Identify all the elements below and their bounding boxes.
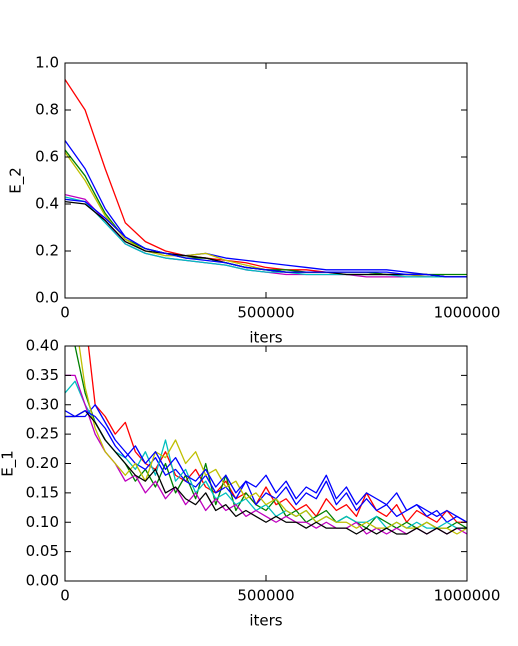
x-tick-label: 500000 <box>237 587 294 605</box>
y-tick-label: 0.35 <box>26 366 59 384</box>
series-line <box>65 149 467 276</box>
y-tick-label: 0.30 <box>26 395 59 413</box>
series-line <box>78 346 467 535</box>
series-line <box>65 196 467 278</box>
y-tick-label: 0.25 <box>26 425 59 443</box>
y-axis-label: E_2 <box>7 167 26 194</box>
y-tick-label: 0.05 <box>26 542 59 560</box>
y-tick-label: 1.0 <box>35 54 59 72</box>
series-line <box>65 404 467 523</box>
series-line <box>65 198 467 278</box>
x-tick-label: 0 <box>60 304 70 322</box>
y-tick-label: 0.40 <box>26 337 59 355</box>
y-tick-label: 0.0 <box>35 289 59 307</box>
y-tick-label: 0.00 <box>26 572 59 590</box>
y-tick-label: 0.8 <box>35 101 59 119</box>
series-line <box>65 374 467 535</box>
y-tick-label: 0.4 <box>35 195 59 213</box>
y-tick-label: 0.20 <box>26 454 59 472</box>
x-tick-label: 0 <box>60 587 70 605</box>
series-line <box>65 193 467 278</box>
y-tick-label: 0.15 <box>26 483 59 501</box>
series-line <box>65 79 467 278</box>
y-axis-label: E_1 <box>0 450 18 477</box>
series-line <box>65 380 467 529</box>
plot-area <box>65 346 467 535</box>
series-line <box>65 409 467 535</box>
series-line <box>87 346 467 523</box>
y-tick-label: 0.2 <box>35 242 59 260</box>
x-tick-label: 500000 <box>237 304 294 322</box>
plot-area <box>65 79 467 278</box>
series-line <box>65 151 467 278</box>
y-tick-label: 0.10 <box>26 513 59 531</box>
y-tick-label: 0.6 <box>35 148 59 166</box>
series-line <box>74 346 467 529</box>
x-axis-label: iters <box>249 329 282 347</box>
series-line <box>65 140 467 278</box>
x-tick-label: 1000000 <box>434 304 501 322</box>
x-axis-label: iters <box>249 612 282 630</box>
series-line <box>65 409 467 523</box>
x-tick-label: 1000000 <box>434 587 501 605</box>
